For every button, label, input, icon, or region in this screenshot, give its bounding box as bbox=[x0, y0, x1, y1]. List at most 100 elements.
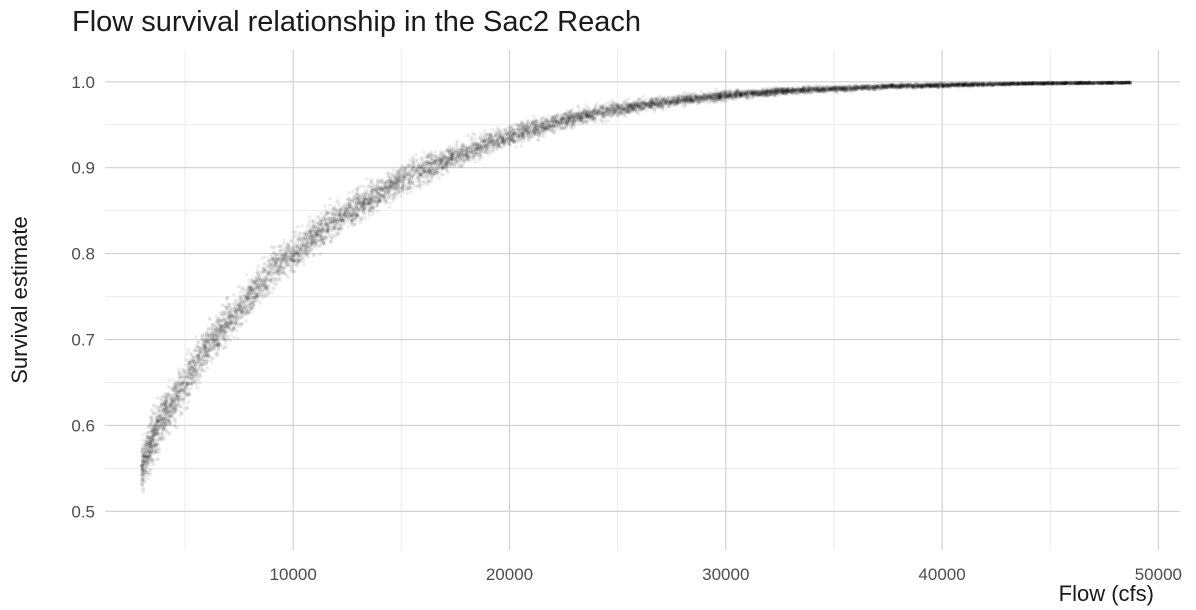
data-point bbox=[319, 228, 323, 232]
data-point bbox=[1035, 81, 1039, 86]
data-point bbox=[220, 330, 224, 335]
data-point bbox=[170, 398, 174, 403]
data-point bbox=[713, 93, 718, 98]
data-point bbox=[788, 88, 792, 92]
data-point bbox=[216, 340, 220, 345]
data-point bbox=[362, 202, 366, 207]
data-point bbox=[319, 211, 324, 216]
data-point bbox=[145, 462, 150, 467]
data-point bbox=[157, 435, 161, 439]
data-point bbox=[178, 404, 182, 409]
data-point bbox=[551, 117, 556, 121]
data-point bbox=[534, 129, 538, 133]
data-point bbox=[901, 84, 906, 88]
data-point bbox=[595, 111, 599, 115]
data-point bbox=[662, 99, 666, 103]
data-point bbox=[401, 183, 406, 187]
data-point bbox=[469, 142, 474, 147]
data-point bbox=[239, 310, 243, 314]
data-point bbox=[707, 94, 711, 98]
data-point bbox=[408, 162, 413, 167]
data-point bbox=[1084, 81, 1088, 86]
data-point bbox=[393, 181, 397, 185]
data-point bbox=[666, 101, 670, 106]
data-point bbox=[141, 455, 145, 460]
data-point bbox=[394, 169, 399, 173]
data-point bbox=[732, 90, 737, 95]
data-point bbox=[789, 86, 794, 91]
data-point bbox=[154, 418, 158, 423]
data-point bbox=[399, 194, 403, 199]
data-point bbox=[833, 87, 838, 91]
data-point bbox=[1015, 82, 1020, 87]
data-point bbox=[982, 82, 987, 86]
data-point bbox=[275, 266, 280, 271]
data-point bbox=[605, 112, 610, 116]
data-point bbox=[674, 99, 678, 103]
data-point bbox=[929, 84, 934, 88]
data-point bbox=[319, 235, 323, 239]
data-point bbox=[350, 215, 355, 219]
data-point bbox=[215, 335, 219, 340]
data-point bbox=[401, 171, 405, 176]
data-point bbox=[263, 286, 268, 291]
data-point bbox=[564, 122, 569, 126]
data-point bbox=[1005, 82, 1010, 86]
data-point bbox=[418, 165, 422, 170]
data-point bbox=[308, 234, 313, 239]
data-point bbox=[443, 162, 448, 167]
data-point bbox=[945, 83, 950, 87]
data-point bbox=[665, 96, 670, 100]
data-point bbox=[690, 95, 695, 100]
data-point bbox=[589, 114, 594, 119]
data-point bbox=[238, 290, 242, 295]
data-point bbox=[401, 182, 406, 187]
data-point bbox=[759, 87, 764, 92]
data-point bbox=[920, 83, 925, 87]
data-point bbox=[603, 118, 608, 123]
data-point bbox=[301, 243, 305, 248]
data-point bbox=[315, 225, 319, 229]
data-point bbox=[1128, 80, 1133, 85]
data-point bbox=[1039, 81, 1043, 85]
data-point bbox=[632, 107, 636, 112]
data-point bbox=[152, 431, 157, 436]
data-point bbox=[797, 86, 801, 91]
data-point bbox=[1078, 80, 1082, 85]
data-point bbox=[846, 87, 850, 91]
data-point bbox=[1000, 82, 1005, 86]
data-point bbox=[844, 85, 848, 90]
data-point bbox=[656, 103, 660, 107]
data-point bbox=[918, 84, 922, 88]
data-point bbox=[276, 256, 281, 261]
data-point bbox=[346, 216, 351, 220]
data-point bbox=[587, 114, 591, 119]
data-point bbox=[1091, 81, 1096, 86]
data-point bbox=[142, 476, 146, 481]
data-point bbox=[1092, 81, 1097, 86]
data-point bbox=[202, 344, 207, 349]
data-point bbox=[190, 366, 194, 370]
data-point bbox=[160, 412, 164, 416]
data-point bbox=[763, 89, 768, 94]
data-point bbox=[780, 87, 785, 91]
data-point bbox=[975, 81, 979, 86]
data-point bbox=[291, 254, 296, 259]
data-point bbox=[392, 180, 396, 184]
data-point bbox=[182, 386, 186, 390]
data-point bbox=[537, 134, 542, 139]
data-point bbox=[781, 89, 786, 94]
data-point bbox=[370, 193, 375, 198]
data-point bbox=[195, 356, 199, 361]
data-point bbox=[1005, 82, 1010, 86]
data-point bbox=[508, 131, 512, 135]
data-point bbox=[854, 87, 858, 91]
data-point bbox=[816, 84, 821, 89]
data-point bbox=[734, 94, 739, 98]
data-point bbox=[437, 176, 441, 180]
data-point bbox=[575, 111, 580, 115]
data-point bbox=[811, 90, 816, 94]
data-point bbox=[244, 318, 248, 323]
data-point bbox=[515, 131, 519, 136]
data-point bbox=[1119, 80, 1124, 85]
